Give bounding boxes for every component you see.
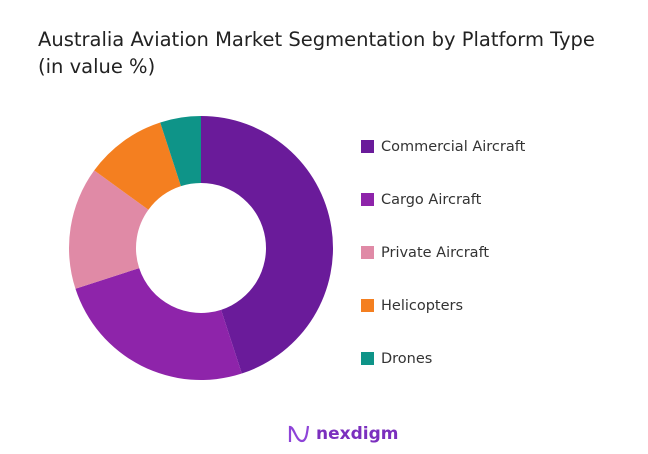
legend-swatch [361,246,374,259]
subtitle-line: (in value %) [38,55,156,78]
legend-label: Helicopters [381,297,464,314]
legend-swatch [361,352,374,365]
legend-label: Cargo Aircraft [381,191,482,208]
legend-swatch [361,193,374,206]
legend-label: Drones [381,350,433,367]
brand-name: nexdigm [316,424,399,444]
chart-title: Australia Aviation Market Segmentation b… [38,26,638,80]
legend-item: Cargo Aircraft [361,173,525,226]
nexdigm-logo-icon [288,425,310,443]
slice-drones [160,116,201,187]
legend: Commercial Aircraft Cargo Aircraft Private… [361,120,525,385]
legend-label: Private Aircraft [381,244,490,261]
slice-cargo-aircraft [75,268,242,380]
brand-logo: nexdigm [288,424,398,444]
legend-swatch [361,299,374,312]
legend-item: Drones [361,332,525,385]
slice-commercial-aircraft [201,116,334,374]
legend-item: Helicopters [361,279,525,332]
legend-item: Commercial Aircraft [361,120,525,173]
legend-item: Private Aircraft [361,226,525,279]
title-line: Australia Aviation Market Segmentation b… [38,28,595,51]
legend-swatch [361,140,374,153]
legend-label: Commercial Aircraft [381,138,526,155]
slice-private-aircraft [68,170,149,289]
slice-helicopters [94,122,181,210]
